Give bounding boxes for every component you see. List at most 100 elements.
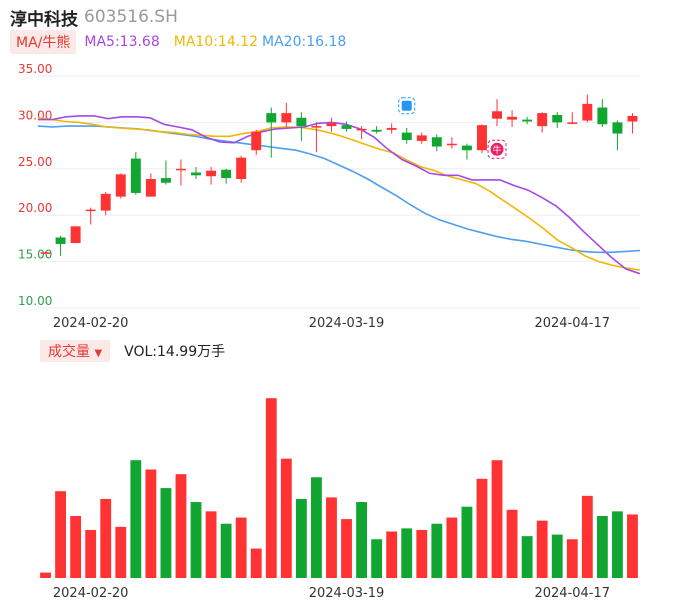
candle bbox=[461, 143, 472, 160]
candle-body bbox=[266, 113, 277, 123]
candle bbox=[311, 122, 322, 153]
volume-bar bbox=[371, 539, 383, 578]
candle bbox=[70, 226, 81, 244]
candle bbox=[206, 166, 217, 185]
candle-body bbox=[431, 137, 442, 147]
blue-badge-frame bbox=[398, 97, 416, 115]
volume-x-ticks: 2024-02-20 2024-03-19 2024-04-17 bbox=[53, 586, 610, 601]
candle bbox=[612, 120, 623, 151]
candle-body bbox=[341, 125, 352, 129]
candle-body bbox=[130, 158, 141, 193]
candle bbox=[191, 166, 201, 180]
price-tick-label: 20.00 bbox=[18, 201, 52, 215]
volume-bar bbox=[461, 506, 473, 578]
candle bbox=[597, 99, 608, 128]
volume-bar bbox=[476, 478, 488, 578]
candle-body bbox=[416, 135, 427, 141]
candle bbox=[145, 173, 156, 197]
candle-body bbox=[176, 168, 186, 171]
volume-bar bbox=[401, 528, 413, 578]
volume-date-tick-label: 2024-04-17 bbox=[534, 586, 610, 601]
volume-bar bbox=[581, 495, 593, 578]
candle bbox=[401, 127, 412, 144]
ma10-line bbox=[37, 117, 641, 271]
candle-body bbox=[100, 193, 111, 211]
candle bbox=[85, 207, 96, 225]
candle-body bbox=[115, 174, 126, 197]
volume-bar bbox=[295, 498, 307, 578]
candle-body bbox=[311, 126, 322, 128]
markers: 牛 bbox=[398, 97, 507, 159]
volume-date-tick-label: 2024-02-20 bbox=[53, 586, 129, 601]
price-tick-label: 10.00 bbox=[18, 294, 52, 308]
candle bbox=[477, 124, 487, 154]
candle-body bbox=[40, 252, 51, 254]
volume-bar bbox=[386, 531, 398, 578]
candle-body bbox=[386, 127, 397, 130]
candle-body bbox=[537, 113, 548, 127]
volume-bar bbox=[311, 477, 322, 578]
volume-bar bbox=[536, 520, 548, 578]
candle bbox=[176, 159, 186, 186]
ma-legend: MA/牛熊 MA5:13.68 MA10:14.12 MA20:16.18 bbox=[10, 30, 346, 54]
candle bbox=[537, 112, 548, 133]
ma5-legend: MA5:13.68 bbox=[84, 34, 160, 50]
candle bbox=[160, 160, 171, 185]
candle bbox=[251, 129, 262, 155]
ma-indicator-tab[interactable]: MA/牛熊 bbox=[10, 30, 77, 54]
volume-bar bbox=[160, 488, 172, 578]
candle bbox=[627, 113, 638, 134]
volume-bar bbox=[341, 519, 352, 578]
price-tick-label: 15.00 bbox=[18, 248, 52, 262]
volume-bar bbox=[145, 469, 157, 578]
candle-body bbox=[522, 119, 533, 122]
candle bbox=[266, 107, 277, 158]
volume-bar bbox=[130, 460, 142, 578]
volume-bar bbox=[235, 517, 247, 578]
candle bbox=[356, 126, 367, 140]
candle-body bbox=[236, 157, 247, 180]
candle bbox=[552, 112, 563, 128]
candle bbox=[115, 173, 126, 199]
candle bbox=[55, 235, 66, 257]
candle bbox=[522, 116, 533, 125]
volume-legend: 成交量 ▼ VOL:14.99万手 bbox=[40, 340, 225, 362]
candles bbox=[40, 94, 638, 257]
candle-body bbox=[206, 170, 217, 177]
pink-badge-label: 牛 bbox=[493, 144, 502, 156]
ma20-legend: MA20:16.18 bbox=[262, 34, 347, 50]
candle bbox=[386, 123, 397, 134]
volume-bar bbox=[55, 491, 66, 578]
volume-bar bbox=[612, 511, 623, 578]
candle bbox=[416, 132, 427, 144]
volume-bar bbox=[70, 516, 82, 578]
volume-bar bbox=[326, 497, 337, 578]
volume-bar bbox=[40, 572, 51, 578]
volume-bar bbox=[175, 474, 187, 578]
pink-badge-icon bbox=[490, 142, 504, 156]
volume-bar bbox=[85, 529, 97, 578]
candle bbox=[582, 94, 593, 123]
candle-body bbox=[461, 145, 472, 151]
volume-indicator-tab[interactable]: 成交量 ▼ bbox=[40, 340, 111, 362]
volume-bar bbox=[446, 517, 458, 578]
blue-badge-icon bbox=[401, 100, 412, 111]
volume-bar bbox=[205, 511, 217, 578]
candle-body bbox=[221, 169, 232, 179]
candle bbox=[446, 137, 457, 149]
volume-bar bbox=[280, 458, 292, 578]
candle-body bbox=[281, 113, 292, 123]
volume-bar bbox=[250, 548, 262, 578]
candle-body bbox=[70, 226, 81, 244]
candle bbox=[326, 117, 337, 132]
candle bbox=[130, 152, 141, 195]
candle-body bbox=[477, 125, 487, 151]
volume-bar bbox=[220, 523, 232, 578]
volume-bar bbox=[566, 539, 578, 578]
candle-body bbox=[191, 172, 201, 176]
ma10-legend: MA10:14.12 bbox=[173, 34, 259, 50]
candle-body bbox=[371, 129, 382, 132]
candle bbox=[567, 112, 578, 125]
volume-bar bbox=[521, 536, 533, 578]
